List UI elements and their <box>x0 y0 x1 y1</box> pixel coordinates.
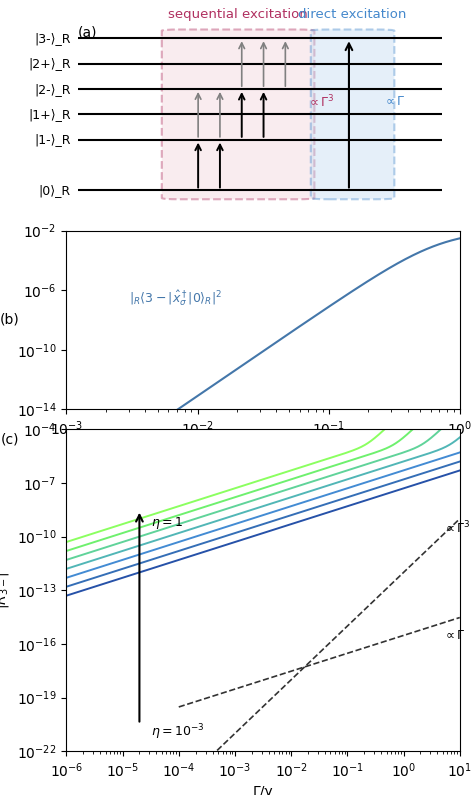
Text: |0⟩_R: |0⟩_R <box>39 184 71 197</box>
Text: $\propto\Gamma^3$: $\propto\Gamma^3$ <box>307 93 335 110</box>
Text: $\propto\Gamma$: $\propto\Gamma$ <box>383 95 406 108</box>
Text: direct excitation: direct excitation <box>299 8 407 21</box>
Text: $\eta = 1$: $\eta = 1$ <box>151 515 182 531</box>
Text: $|{}_R\langle 3-|\hat{x}^\dagger_\sigma|0\rangle_R|^2$: $|{}_R\langle 3-|\hat{x}^\dagger_\sigma|… <box>129 289 222 308</box>
X-axis label: Γ/γ: Γ/γ <box>253 785 273 795</box>
Text: $\propto\Gamma$: $\propto\Gamma$ <box>443 629 465 642</box>
X-axis label: η = g/ω0: η = g/ω0 <box>232 444 294 457</box>
Text: sequential excitation: sequential excitation <box>168 8 308 21</box>
FancyBboxPatch shape <box>162 29 314 200</box>
Text: $\eta = 10^{-3}$: $\eta = 10^{-3}$ <box>151 723 204 743</box>
Text: (b): (b) <box>0 313 19 327</box>
Text: |3-⟩_R: |3-⟩_R <box>35 32 71 45</box>
FancyBboxPatch shape <box>311 29 394 200</box>
Text: $\propto\Gamma^3$: $\propto\Gamma^3$ <box>443 519 471 536</box>
Text: (c): (c) <box>0 432 19 447</box>
Text: |2-⟩_R: |2-⟩_R <box>35 83 71 95</box>
Text: |2+⟩_R: |2+⟩_R <box>28 57 71 70</box>
Text: (a): (a) <box>78 25 98 40</box>
Text: |1+⟩_R: |1+⟩_R <box>28 108 71 121</box>
Y-axis label: $|R_{3-}|$: $|R_{3-}|$ <box>0 572 11 609</box>
Text: |1-⟩_R: |1-⟩_R <box>35 134 71 146</box>
